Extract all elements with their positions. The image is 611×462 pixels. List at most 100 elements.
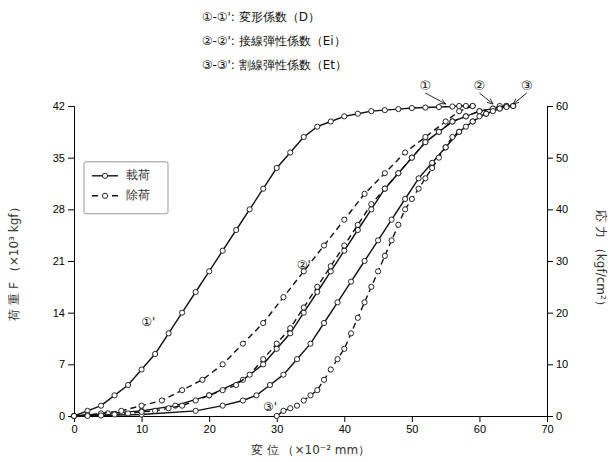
point	[139, 403, 144, 408]
tick-label: 40	[556, 203, 568, 215]
point	[430, 165, 435, 170]
tick-label: 20	[204, 423, 216, 435]
tick-mark	[547, 416, 553, 417]
point	[423, 140, 428, 145]
line	[74, 106, 513, 416]
line	[74, 106, 473, 416]
point	[484, 111, 489, 116]
point	[294, 357, 299, 362]
tick: 10	[136, 416, 148, 435]
series	[71, 103, 515, 418]
point	[342, 114, 347, 119]
point	[423, 105, 428, 110]
point	[321, 377, 326, 382]
tick: 20	[204, 416, 216, 435]
point	[463, 114, 468, 119]
annotation: ②'	[297, 258, 311, 272]
tick-label: 20	[556, 307, 568, 319]
legend-label: 載荷	[126, 168, 150, 182]
point	[423, 134, 428, 139]
point	[416, 176, 421, 181]
tick-mark	[209, 416, 210, 422]
tick-label: 10	[556, 358, 568, 370]
annotation: ②-②': 接線弾性係数（Ei）	[202, 34, 346, 48]
point	[362, 258, 367, 263]
point	[490, 109, 495, 114]
annotation: ③-③': 割線弾性係数（Et）	[202, 58, 347, 72]
point	[348, 331, 353, 336]
point	[207, 269, 212, 274]
point	[375, 238, 380, 243]
annotation: ③	[521, 78, 533, 93]
point	[234, 227, 239, 232]
point	[457, 129, 462, 134]
point	[125, 382, 130, 387]
tick-mark	[68, 106, 74, 107]
point	[328, 119, 333, 124]
series	[274, 103, 516, 418]
point	[301, 398, 306, 403]
point	[315, 388, 320, 393]
annotation-arrow	[479, 93, 493, 104]
tick: 42	[53, 100, 74, 112]
tick-mark	[547, 158, 553, 159]
point	[308, 341, 313, 346]
point	[450, 119, 455, 124]
point	[497, 106, 502, 111]
tick-label: 60	[556, 100, 568, 112]
point	[321, 243, 326, 248]
tick: 20	[547, 307, 568, 319]
point	[443, 119, 448, 124]
point	[409, 196, 414, 201]
point	[382, 108, 387, 113]
annotation: ②	[474, 78, 486, 93]
point	[369, 202, 374, 207]
point	[511, 103, 516, 108]
legend-marker	[102, 173, 107, 178]
point	[382, 253, 387, 258]
point	[207, 393, 212, 398]
point	[193, 289, 198, 294]
point	[443, 145, 448, 150]
point	[301, 305, 306, 310]
point	[396, 222, 401, 227]
point	[166, 331, 171, 336]
point	[382, 171, 387, 176]
point	[274, 341, 279, 346]
point	[71, 413, 76, 418]
point	[362, 191, 367, 196]
annotation: ①'	[141, 315, 155, 329]
point	[477, 114, 482, 119]
point	[281, 295, 286, 300]
annotation: ③'	[263, 400, 277, 414]
point	[416, 186, 421, 191]
point	[125, 411, 130, 416]
point	[504, 104, 509, 109]
point	[355, 111, 360, 116]
tick-label: 50	[406, 423, 418, 435]
y-axis-left: 071421283542	[53, 100, 75, 422]
annotation: ①-①': 変形係数（D）	[202, 10, 320, 24]
tick: 0	[547, 410, 562, 422]
annotations: ①-①': 変形係数（D） ②-②': 接線弾性係数（Ei） ③-③': 割線弾性係…	[141, 10, 532, 415]
tick-label: 10	[136, 423, 148, 435]
point	[470, 119, 475, 124]
tick-mark	[68, 261, 74, 262]
tick: 7	[59, 358, 74, 370]
legend-label: 除荷	[126, 188, 150, 202]
point	[396, 171, 401, 176]
point	[355, 222, 360, 227]
tick: 35	[53, 152, 74, 164]
point	[220, 362, 225, 367]
point	[200, 377, 205, 382]
point	[98, 403, 103, 408]
point	[180, 388, 185, 393]
point	[220, 248, 225, 253]
axis-line	[75, 417, 548, 423]
line	[88, 106, 507, 416]
point	[335, 300, 340, 305]
point	[328, 367, 333, 372]
legend-box	[84, 162, 168, 214]
point	[335, 357, 340, 362]
point	[409, 155, 414, 160]
